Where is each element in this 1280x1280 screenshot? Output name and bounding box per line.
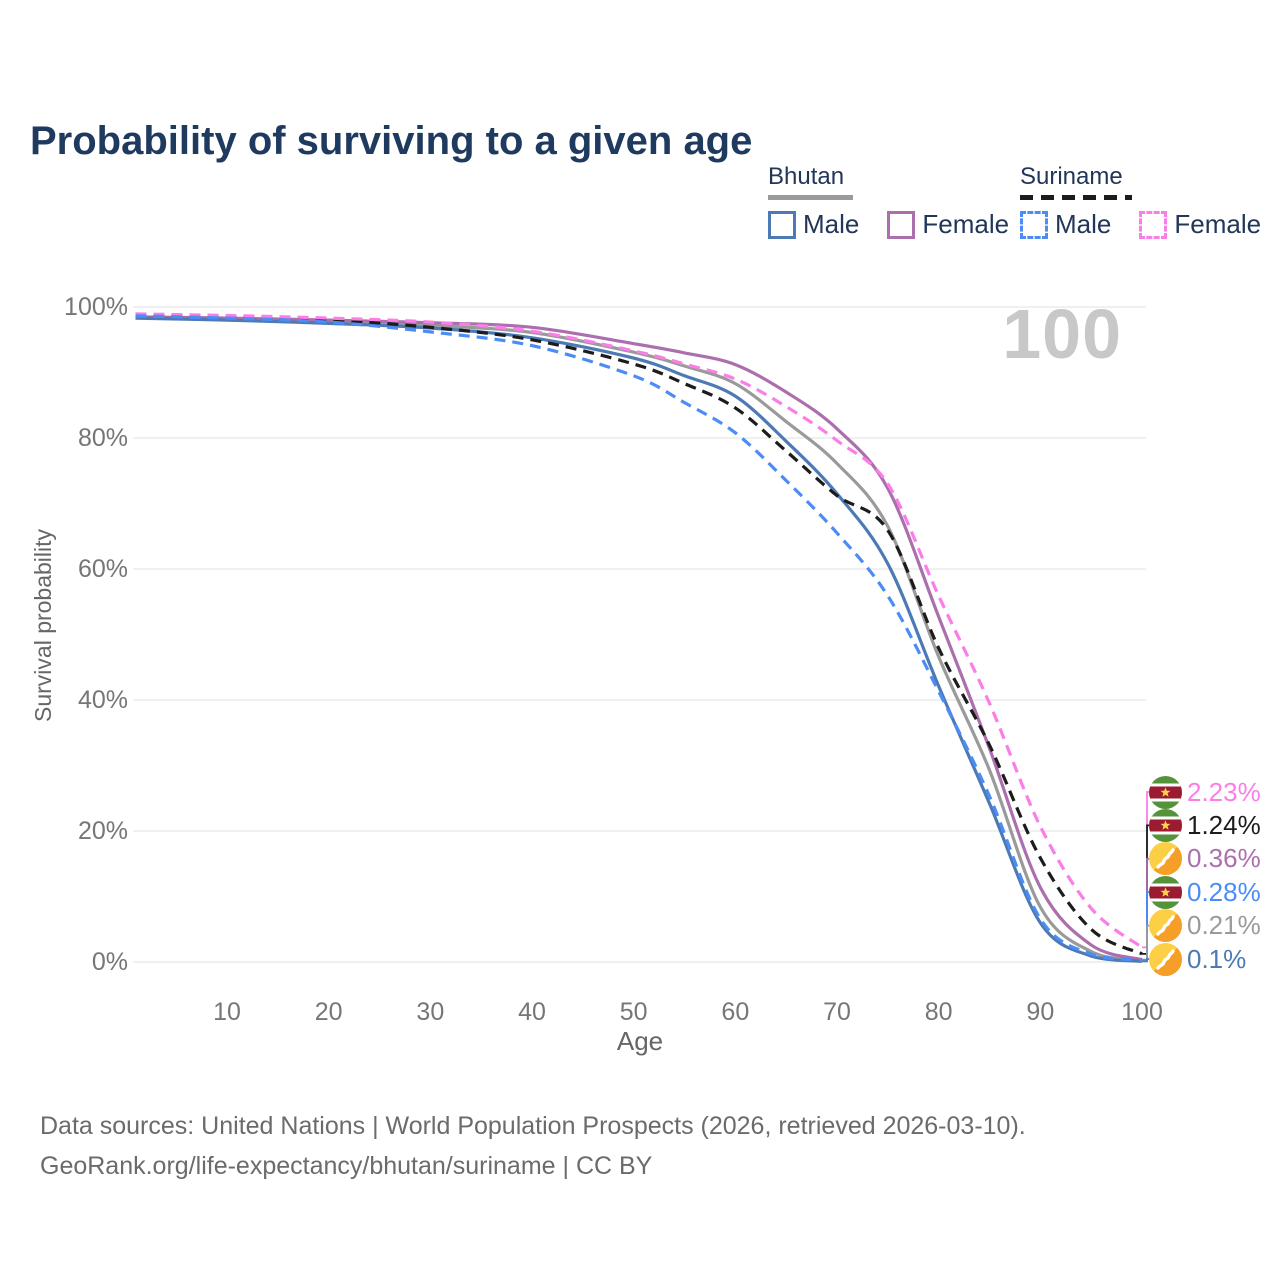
curve-bhutan-female: [135, 315, 1143, 962]
end-label-row-suriname: 1.24%: [1149, 808, 1261, 842]
x-tick-label-10: 10: [213, 998, 241, 1026]
y-tick-label-60: 60%: [77, 555, 128, 583]
x-tick-label-70: 70: [823, 998, 851, 1026]
footer: Data sources: United Nations | World Pop…: [40, 1106, 1026, 1186]
x-tick-label-50: 50: [619, 998, 648, 1026]
legend-item-label: Female: [1174, 209, 1262, 239]
suriname-female-swatch-icon: [1139, 210, 1168, 239]
x-tick-label-30: 30: [416, 998, 445, 1026]
legend-item-bhutan-male[interactable]: Male: [768, 209, 859, 240]
end-label-row-bhutan-male: 0.1%: [1149, 942, 1246, 976]
end-label-value: 2.23%: [1187, 776, 1261, 807]
footer-sources: Data sources: United Nations | World Pop…: [40, 1112, 1026, 1140]
suriname-male-swatch-icon: [1020, 210, 1048, 239]
curve-suriname-male: [135, 314, 1143, 962]
x-tick-label-100: 100: [1121, 998, 1163, 1026]
y-tick-label-80: 80%: [77, 424, 128, 452]
curve-bhutan-male: [135, 316, 1143, 963]
page-title: Probability of surviving to a given age: [30, 118, 753, 163]
end-label-value: 0.36%: [1187, 843, 1261, 874]
suriname-flag-icon: [1149, 775, 1182, 809]
legend-item-label: Female: [922, 209, 1010, 239]
end-label-row-bhutan-female: 0.36%: [1149, 842, 1261, 876]
legend-item-suriname-male[interactable]: Male: [1020, 209, 1111, 240]
y-tick-label-20: 20%: [77, 817, 128, 845]
suriname-flag-icon: [1149, 875, 1182, 909]
legend-item-label: Male: [803, 209, 860, 239]
x-tick-label-20: 20: [314, 998, 343, 1026]
legend-item-label: Male: [1055, 209, 1112, 239]
end-label-value: 0.1%: [1187, 943, 1247, 974]
end-label-row-suriname-female: 2.23%: [1149, 775, 1261, 809]
legend-underline-suriname: [1020, 195, 1132, 200]
bhutan-flag-icon: [1149, 842, 1182, 876]
legend-header-suriname: Suriname: [1020, 163, 1123, 190]
curve-suriname-female: [135, 312, 1143, 949]
bhutan-flag-icon: [1149, 909, 1182, 943]
curve-bhutan: [135, 315, 1143, 963]
y-tick-label-0: 0%: [91, 948, 128, 976]
legend-group-suriname: Suriname Male Female: [1020, 163, 1261, 240]
x-tick-label-80: 80: [924, 998, 953, 1026]
suriname-flag-icon: [1149, 808, 1182, 842]
bhutan-male-swatch-icon: [768, 210, 796, 239]
end-label-value: 0.21%: [1187, 910, 1261, 941]
end-label-row-suriname-male: 0.28%: [1149, 875, 1261, 909]
x-tick-label-90: 90: [1026, 998, 1055, 1026]
footer-attribution: GeoRank.org/life-expectancy/bhutan/surin…: [40, 1152, 653, 1180]
x-axis-title: Age: [616, 1026, 664, 1056]
y-tick-label-40: 40%: [77, 686, 128, 714]
bhutan-flag-icon: [1149, 942, 1182, 976]
legend-group-bhutan: Bhutan Male Female: [768, 163, 1009, 240]
y-tick-label-100: 100%: [64, 293, 128, 321]
x-tick-label-40: 40: [518, 998, 546, 1026]
legend-item-suriname-female[interactable]: Female: [1139, 209, 1261, 240]
curve-suriname: [135, 313, 1143, 956]
age-watermark: 100: [1002, 295, 1122, 373]
bhutan-female-swatch-icon: [887, 210, 916, 239]
legend-header-bhutan: Bhutan: [768, 163, 845, 190]
end-label-value: 0.28%: [1187, 876, 1261, 907]
legend-item-bhutan-female[interactable]: Female: [887, 209, 1009, 240]
x-tick-label-60: 60: [721, 998, 750, 1026]
end-label-row-bhutan: 0.21%: [1149, 909, 1261, 943]
legend-underline-bhutan: [768, 195, 853, 200]
end-label-value: 1.24%: [1187, 809, 1261, 840]
